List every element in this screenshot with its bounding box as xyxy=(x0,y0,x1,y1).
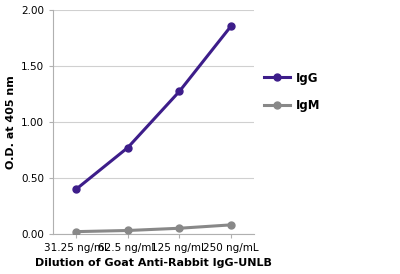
IgG xyxy=(228,25,233,28)
Line: IgG: IgG xyxy=(73,23,234,192)
IgM xyxy=(177,227,182,230)
IgG xyxy=(74,187,79,191)
IgG xyxy=(177,90,182,93)
IgM xyxy=(126,229,130,232)
IgM xyxy=(228,223,233,227)
Legend: IgG, IgM: IgG, IgM xyxy=(264,72,320,112)
Line: IgM: IgM xyxy=(73,221,234,235)
IgM xyxy=(74,230,79,233)
X-axis label: Dilution of Goat Anti-Rabbit IgG-UNLB: Dilution of Goat Anti-Rabbit IgG-UNLB xyxy=(35,258,272,269)
IgG xyxy=(126,146,130,149)
Y-axis label: O.D. at 405 nm: O.D. at 405 nm xyxy=(6,75,16,169)
